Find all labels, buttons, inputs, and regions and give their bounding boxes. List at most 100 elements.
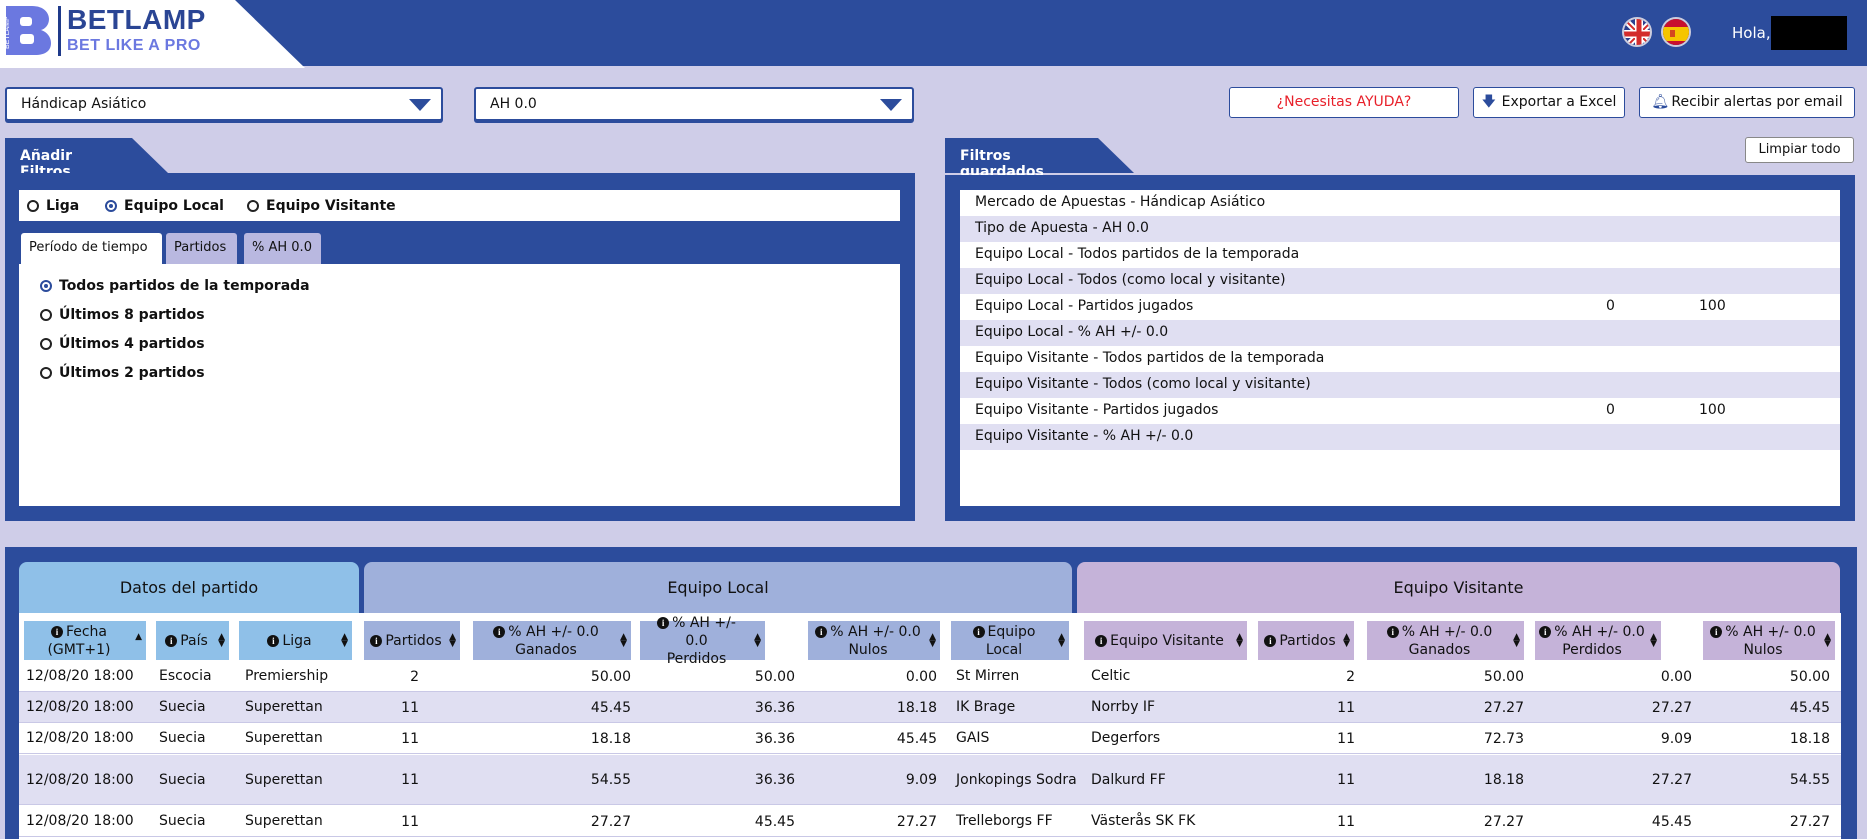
info-icon[interactable]: i [1539,626,1552,638]
info-icon[interactable]: i [1264,635,1277,647]
table-row[interactable]: 12/08/20 18:00 Suecia Superettan 11 54.55 36.… [19,755,1841,805]
cell-equipo-local: GAIS [956,730,990,746]
column-header-partidos-visitante[interactable]: i Partidos ▲ ▼ [1258,621,1354,660]
cell-pais: Suecia [159,813,206,829]
option-label: Últimos 2 partidos [59,365,205,381]
info-icon[interactable]: i [1710,626,1723,638]
sort-icon[interactable]: ▲ ▼ [929,632,936,649]
saved-filter-row: Mercado de Apuestas - Hándicap Asiático [960,190,1840,216]
column-header-ah-nulos-local[interactable]: i% AH +/- 0.0 Nulos ▲ ▼ [808,621,940,660]
column-header-equipo-visitante[interactable]: i Equipo Visitante ▲ ▼ [1084,621,1247,660]
cell-pais: Suecia [159,699,206,715]
column-header-label: Equipo Visitante [1110,633,1224,649]
cell-ah-perdidos-visitante: 9.09 [1660,730,1692,747]
logo[interactable]: BETLAMP BETLAMP BET LIKE A PRO [0,0,305,68]
cell-ah-perdidos-local: 36.36 [754,772,795,788]
tab-partidos[interactable]: Partidos [166,233,237,264]
tab-periodo-de-tiempo[interactable]: Período de tiempo [21,233,162,264]
cell-fecha: 12/08/20 18:00 [26,771,134,788]
column-header-label: % AH +/- 0.0 [672,615,736,649]
table-row[interactable]: 12/08/20 18:00 Suecia Superettan 11 27.27 45.… [19,806,1841,837]
cell-ah-perdidos-local: 45.45 [754,813,795,830]
sort-ascending-icon[interactable]: ▲ [135,632,142,642]
info-icon[interactable]: i [370,635,383,647]
column-header-label: Partidos [1279,633,1336,649]
bet-type-select[interactable]: AH 0.0 [474,87,914,121]
cell-equipo-visitante: Celtic [1091,668,1131,684]
info-icon[interactable]: i [50,626,63,638]
chevron-down-icon [880,99,902,111]
info-icon[interactable]: i [267,635,280,647]
column-header-pais[interactable]: i País ▲ ▼ [156,621,229,660]
cell-partidos-visitante: 11 [1337,813,1355,830]
column-header-fecha[interactable]: i Fecha (GMT+1) ▲ [24,621,146,660]
column-header-text: i% AH +/- 0.0 Perdidos [1539,623,1645,659]
column-header-sublabel: Nulos [848,642,888,658]
option-todos-partidos[interactable]: Todos partidos de la temporada [40,278,310,294]
radio-equipo-local[interactable]: Equipo Local [105,198,224,214]
sort-icon[interactable]: ▲ ▼ [754,632,761,649]
sort-icon[interactable]: ▲ ▼ [620,632,627,649]
saved-filter-min: 0 [1606,298,1615,314]
info-icon[interactable]: i [165,635,178,647]
cell-pais: Escocia [159,668,212,684]
cell-ah-nulos-local: 45.45 [896,730,937,747]
sort-icon[interactable]: ▲ ▼ [1513,632,1520,649]
column-header-ah-nulos-visitante[interactable]: i% AH +/- 0.0 Nulos ▲ ▼ [1703,621,1835,660]
column-header-partidos-local[interactable]: i Partidos ▲ ▼ [364,621,460,660]
info-icon[interactable]: i [1386,626,1399,638]
saved-filters-title: Filtros guardados [945,138,1134,180]
spain-flag-icon[interactable] [1661,17,1691,47]
uk-flag-icon[interactable] [1622,17,1652,47]
info-icon[interactable]: i [1095,635,1108,647]
radio-equipo-visitante[interactable]: Equipo Visitante [247,198,396,214]
sort-icon[interactable]: ▲ ▼ [1824,632,1831,649]
bet-type-select-value: AH 0.0 [490,96,537,112]
export-excel-button[interactable]: 🡇 Exportar a Excel [1473,87,1625,118]
option-ultimos-8[interactable]: Últimos 8 partidos [40,307,205,323]
radio-liga[interactable]: Liga [27,198,79,214]
column-header-text: i% AH +/- 0.0 Nulos [1710,623,1816,659]
column-header-equipo-local[interactable]: i Equipo Local ▲ ▼ [951,621,1069,660]
sort-icon[interactable]: ▲ ▼ [449,632,456,649]
option-ultimos-2[interactable]: Últimos 2 partidos [40,365,205,381]
column-header-ah-perdidos-visitante[interactable]: i% AH +/- 0.0 Perdidos ▲ ▼ [1535,621,1661,660]
cell-equipo-visitante: Dalkurd FF [1091,771,1166,788]
option-ultimos-4[interactable]: Últimos 4 partidos [40,336,205,352]
cell-equipo-visitante: Degerfors [1091,730,1161,746]
column-header-label: Liga [282,633,312,649]
table-row[interactable]: 12/08/20 18:00 Suecia Superettan 11 18.18 36.… [19,723,1841,754]
table-row[interactable]: 12/08/20 18:00 Escocia Premiership 2 50.00 50… [19,661,1841,692]
cell-ah-perdidos-visitante: 0.00 [1660,668,1692,685]
info-icon[interactable]: i [493,626,506,638]
filter-scope-radio-group: Liga Equipo Local Equipo Visitante [19,190,900,221]
table-row[interactable]: 12/08/20 18:00 Suecia Superettan 11 45.45 36.… [19,692,1841,723]
tab-ah[interactable]: % AH 0.0 [244,233,321,264]
sort-icon[interactable]: ▲ ▼ [1236,632,1243,649]
help-button[interactable]: ¿Necesitas AYUDA? [1229,87,1459,118]
market-select[interactable]: Hándicap Asiático [5,87,443,121]
saved-filter-row: Equipo Local - Partidos jugados 0 100 [960,294,1840,320]
column-header-liga[interactable]: i Liga ▲ ▼ [239,621,352,660]
info-icon[interactable]: i [657,617,670,629]
info-icon[interactable]: i [815,626,828,638]
sort-icon[interactable]: ▲ ▼ [1650,632,1657,649]
sort-icon[interactable]: ▲ ▼ [218,632,225,649]
column-header-ah-ganados-visitante[interactable]: i% AH +/- 0.0 Ganados ▲ ▼ [1367,621,1524,660]
clear-all-button[interactable]: Limpiar todo [1745,137,1854,163]
brand-tagline: BET LIKE A PRO [67,37,201,54]
column-header-ah-perdidos-local[interactable]: i% AH +/- 0.0 Perdidos ▲ ▼ [640,615,765,667]
sort-icon[interactable]: ▲ ▼ [1058,632,1065,649]
column-header-ah-ganados-local[interactable]: i% AH +/- 0.0 Ganados ▲ ▼ [473,621,631,660]
cell-ah-ganados-local: 54.55 [590,772,631,788]
radio-selected-icon [105,200,117,212]
cell-partidos-local: 11 [401,813,419,830]
cell-ah-perdidos-visitante: 27.27 [1651,699,1692,716]
saved-filter-label: Equipo Visitante - Todos partidos de la … [975,350,1325,366]
column-header-label: Partidos [385,633,442,649]
cell-ah-perdidos-visitante: 45.45 [1651,813,1692,830]
sort-icon[interactable]: ▲ ▼ [341,632,348,649]
sort-icon[interactable]: ▲ ▼ [1343,632,1350,649]
info-icon[interactable]: i [972,626,985,638]
email-alerts-button[interactable]: 🔔︎ Recibir alertas por email [1639,87,1855,118]
